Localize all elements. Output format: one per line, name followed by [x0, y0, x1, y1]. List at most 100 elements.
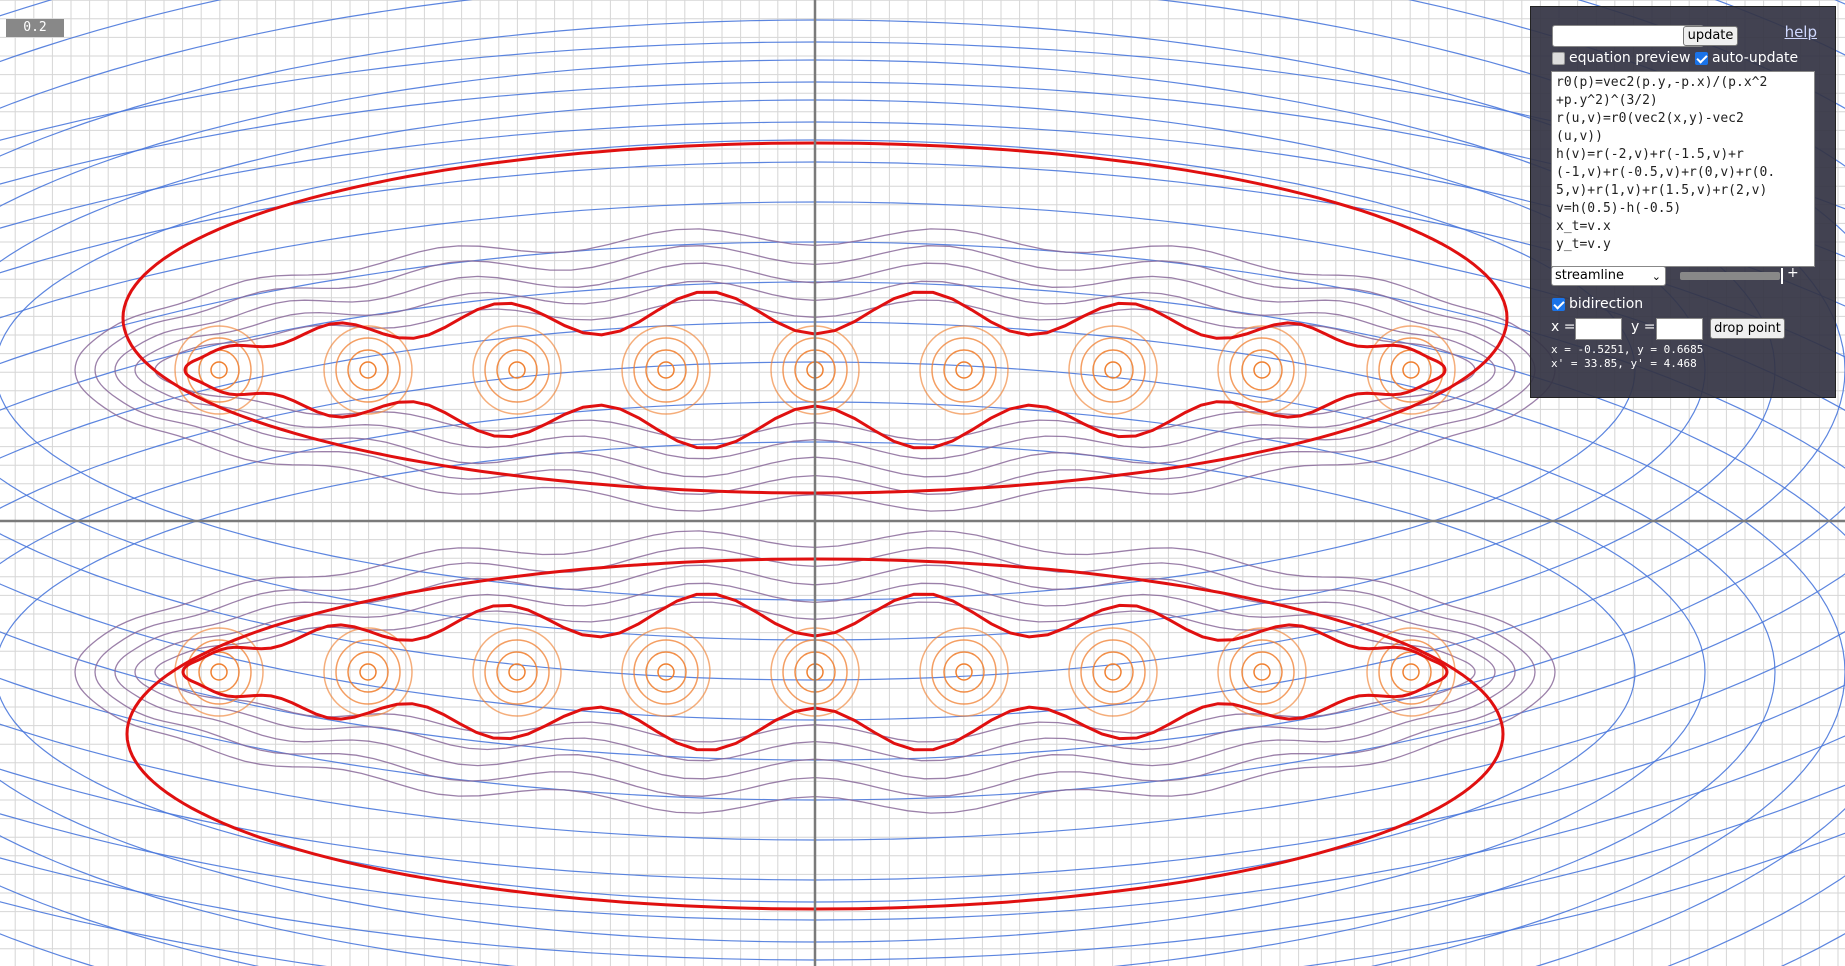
vortex-streamline: [621, 325, 711, 415]
drop-point-button[interactable]: drop point: [1710, 318, 1785, 339]
streamline: [0, 201, 1845, 966]
vortex-streamline: [210, 663, 228, 681]
cursor-readout: x = -0.5251, y = 0.6685 x' = 33.85, y' =…: [1551, 343, 1703, 371]
auto-update-checkbox[interactable]: [1695, 51, 1708, 65]
vortex-streamline: [1104, 361, 1122, 379]
separatrix-outer-top: [121, 141, 1509, 495]
plus-icon[interactable]: +: [1787, 265, 1799, 281]
vortex-streamline: [1366, 325, 1456, 415]
streamline: [0, 99, 1706, 641]
streamline: [114, 564, 1516, 780]
bidirection-checkbox[interactable]: [1552, 297, 1565, 311]
help-link[interactable]: help: [1784, 23, 1817, 41]
equation-preview-checkbox[interactable]: [1552, 51, 1565, 65]
vortex-streamline: [335, 337, 401, 403]
equation-line: (-1,v)+r(-0.5,v)+r(0,v)+r(0.: [1556, 165, 1776, 180]
vortex-streamline: [174, 325, 264, 415]
streamline: [0, 401, 1706, 943]
vortex-streamline: [1241, 349, 1283, 391]
streamline: [0, 241, 1845, 966]
slider-handle[interactable]: [1781, 268, 1783, 284]
readout-position: x = -0.5251, y = 0.6685: [1551, 343, 1704, 356]
vortex-streamline: [645, 651, 687, 693]
separatrix-inner-bottom: [181, 592, 1449, 752]
vortex-streamline: [621, 627, 711, 717]
vortex-streamline: [931, 639, 997, 705]
vortex-streamline: [1402, 361, 1420, 379]
vortex-streamline: [1378, 639, 1444, 705]
streamline: [0, 59, 1776, 681]
streamline: [0, 121, 1845, 307]
streamline: [134, 582, 1496, 762]
streamline: [0, 441, 1636, 903]
streamline: [74, 530, 1556, 814]
streamline: [0, 0, 1845, 881]
vortex-streamline: [1104, 663, 1122, 681]
streamline: [0, 0, 1845, 801]
preset-select[interactable]: ⌄: [1552, 25, 1704, 47]
vortex-streamline: [633, 337, 699, 403]
streamline: [94, 547, 1536, 797]
update-button[interactable]: update: [1683, 26, 1738, 46]
vortex-streamline: [1080, 337, 1146, 403]
vortex-streamline: [484, 639, 550, 705]
vortex-streamline: [943, 651, 985, 693]
separatrix-inner-top: [183, 290, 1447, 450]
vortex-streamline: [919, 627, 1009, 717]
vortex-streamline: [657, 663, 675, 681]
streamline: [0, 139, 1636, 601]
vortex-streamline: [472, 627, 562, 717]
mode-value: streamline: [1555, 268, 1625, 283]
equation-line: h(v)=r(-2,v)+r(-1.5,v)+r: [1556, 147, 1744, 162]
vortex-streamline: [645, 349, 687, 391]
streamline: [154, 601, 1476, 743]
streamline: [134, 280, 1496, 460]
vortex-streamline: [323, 325, 413, 415]
vortex-streamline: [633, 639, 699, 705]
separatrix-outer-bottom: [125, 557, 1505, 911]
streamline: [0, 321, 1845, 966]
equation-line: y_t=v.y: [1556, 237, 1611, 252]
y-input[interactable]: [1656, 318, 1703, 340]
mode-select[interactable]: streamline ⌄: [1551, 266, 1666, 286]
vortex-streamline: [943, 349, 985, 391]
streamline: [0, 281, 1845, 966]
streamline: [0, 361, 1776, 966]
auto-update-label: auto-update: [1712, 50, 1799, 66]
vortex-streamline: [508, 361, 526, 379]
vortex-streamline: [1092, 349, 1134, 391]
vortex-streamline: [174, 627, 264, 717]
vortex-streamline: [1366, 627, 1456, 717]
vortex-streamline: [484, 337, 550, 403]
streamline: [0, 0, 1845, 921]
vortex-streamline: [508, 663, 526, 681]
scale-indicator: 0.2: [6, 19, 64, 37]
bidirection-label: bidirection: [1569, 296, 1644, 312]
streamline: [0, 0, 1845, 761]
vortex-streamline: [1080, 639, 1146, 705]
vortex-streamline: [496, 651, 538, 693]
vortex-streamline: [1253, 663, 1271, 681]
y-label: y =: [1631, 319, 1656, 335]
density-slider[interactable]: [1680, 272, 1780, 280]
vortex-streamline: [1217, 325, 1307, 415]
streamline: [0, 0, 1845, 841]
equation-line: x_t=v.x: [1556, 219, 1611, 234]
equation-line: 5,v)+r(1,v)+r(1.5,v)+r(2,v): [1556, 183, 1768, 198]
readout-derivative: x' = 33.85, y' = 4.468: [1551, 357, 1697, 370]
vortex-streamline: [347, 651, 389, 693]
vortex-streamline: [186, 639, 252, 705]
vortex-streamline: [955, 361, 973, 379]
vortex-streamline: [1229, 639, 1295, 705]
vortex-streamline: [1378, 337, 1444, 403]
x-label: x =: [1551, 319, 1576, 335]
equation-editor[interactable]: r0(p)=vec2(p.y,-p.x)/(p.x^2 +p.y^2)^(3/2)…: [1551, 71, 1815, 267]
vortex-streamline: [496, 349, 538, 391]
equation-line: (u,v)): [1556, 129, 1603, 144]
x-input[interactable]: [1575, 318, 1622, 340]
vortex-streamline: [323, 627, 413, 717]
